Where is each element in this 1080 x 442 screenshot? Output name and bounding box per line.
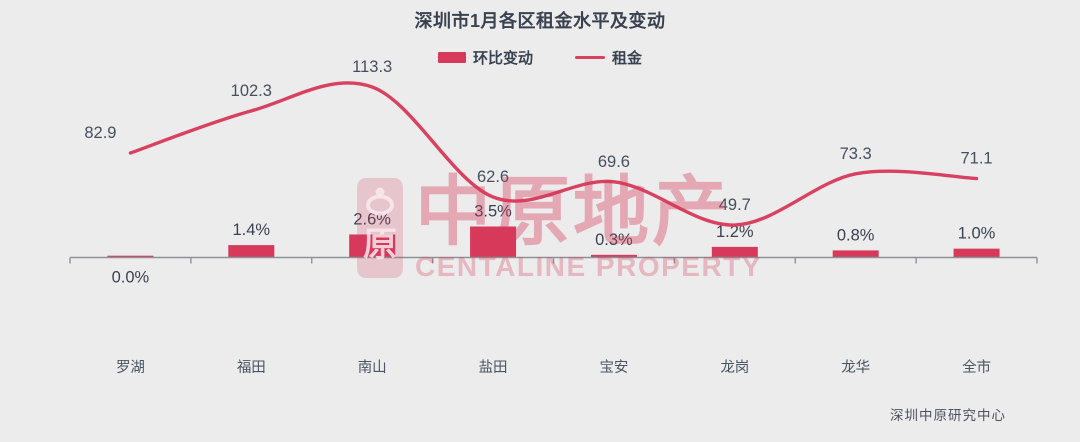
chart-title: 深圳市1月各区租金水平及变动: [414, 11, 666, 31]
line-value-label: 82.9: [84, 124, 116, 142]
x-axis-label: 龙华: [841, 359, 870, 376]
bar-value-label: 3.5%: [474, 202, 512, 220]
line-value-label: 73.3: [840, 145, 872, 163]
legend-label-bar: 环比变动: [472, 50, 533, 67]
line-value-label: 62.6: [477, 168, 509, 186]
bar: [711, 246, 758, 258]
line-value-label: 71.1: [961, 150, 993, 168]
legend: 环比变动 租金: [0, 47, 1080, 68]
bar-value-label: 2.6%: [353, 210, 391, 228]
bar-value-label: 1.0%: [958, 225, 996, 243]
bar-swatch-icon: [437, 52, 466, 63]
rent-line: [128, 81, 979, 227]
line-value-label: 69.6: [598, 153, 630, 171]
x-axis-label: 全市: [962, 358, 991, 376]
bar-value-label: 0.3%: [595, 231, 633, 249]
bar-value-label: 0.8%: [837, 226, 875, 244]
line-swatch-icon: [575, 55, 605, 60]
bar-value-label: 0.0%: [112, 269, 150, 287]
x-axis-label: 宝安: [599, 359, 628, 376]
legend-label-line: 租金: [612, 50, 643, 67]
line-value-label: 102.3: [231, 82, 272, 100]
bar-value-label: 1.4%: [233, 221, 271, 239]
bar: [349, 234, 396, 258]
x-axis-label: 盐田: [479, 359, 508, 376]
x-axis-label: 南山: [358, 359, 387, 376]
legend-item-bar: 环比变动: [437, 47, 533, 68]
bar: [228, 245, 275, 258]
bar: [107, 255, 154, 258]
bar-value-label: 1.2%: [716, 223, 754, 241]
bar: [470, 226, 517, 258]
line-value-label: 49.7: [719, 196, 751, 214]
x-axis-label: 罗湖: [116, 359, 145, 376]
footer-credit: 深圳中原研究中心: [890, 408, 1006, 423]
x-axis-label: 福田: [237, 359, 266, 376]
x-axis-label: 龙岗: [720, 359, 749, 376]
line-value-label: 113.3: [352, 58, 392, 76]
bar: [832, 250, 879, 258]
legend-item-line: 租金: [575, 47, 642, 68]
bar: [590, 254, 637, 258]
bar: [953, 248, 1000, 258]
